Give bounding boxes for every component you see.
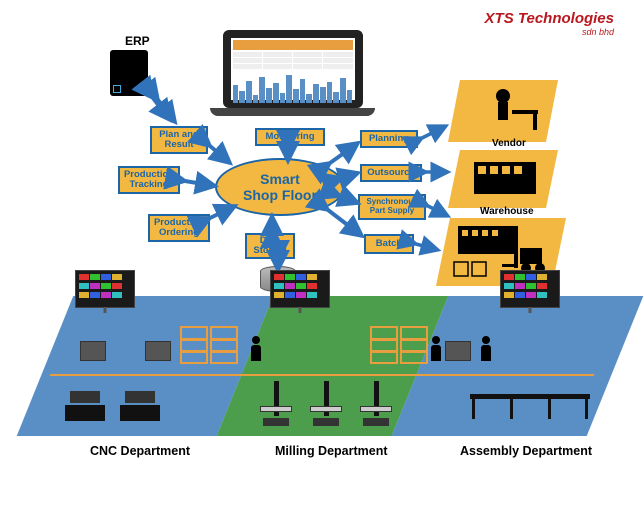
rack-icon — [180, 326, 208, 364]
shop-floor: CNC Department Milling Department Assemb… — [30, 296, 614, 476]
worker-icon — [480, 336, 492, 364]
dept-label-milling: Milling Department — [275, 444, 388, 458]
cnc-machine-icon — [120, 391, 160, 421]
worker-icon — [250, 336, 262, 364]
rack-icon — [370, 326, 398, 364]
rack-icon — [210, 326, 238, 364]
assembly-bench-icon — [470, 394, 590, 419]
cart-icon — [445, 341, 471, 361]
milling-machine-icon — [310, 381, 342, 426]
worker-icon — [430, 336, 442, 364]
cart-icon — [145, 341, 171, 361]
dept-label-cnc: CNC Department — [90, 444, 190, 458]
floor-monitor-2 — [270, 270, 330, 308]
floor-divider — [50, 374, 595, 376]
brand-name: XTS Technologies — [485, 10, 614, 27]
cnc-machine-icon — [65, 391, 105, 421]
dept-label-assembly: Assembly Department — [460, 444, 592, 458]
rack-icon — [400, 326, 428, 364]
cart-icon — [80, 341, 106, 361]
milling-machine-icon — [260, 381, 292, 426]
brand-block: XTS Technologies sdn bhd — [485, 10, 614, 37]
floor-monitor-1 — [75, 270, 135, 308]
diagram-top: ERP Smart Shop Floor Monitoring Plan and… — [50, 38, 610, 293]
floor-monitor-3 — [500, 270, 560, 308]
brand-sub: sdn bhd — [485, 27, 614, 37]
milling-machine-icon — [360, 381, 392, 426]
radial-arrows — [50, 38, 610, 298]
